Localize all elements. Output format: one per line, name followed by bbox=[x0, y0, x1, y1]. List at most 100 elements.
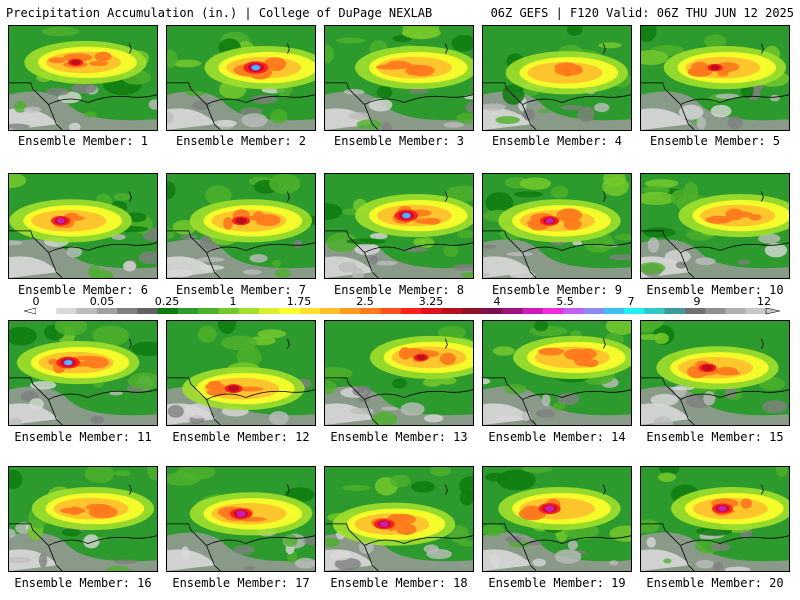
valid-time: 06Z GEFS | F120 Valid: 06Z THU JUN 12 20… bbox=[490, 6, 794, 20]
legend-swatch bbox=[705, 308, 726, 314]
ensemble-member-label: Ensemble Member: 6 bbox=[17, 283, 149, 297]
legend-swatch bbox=[177, 308, 199, 314]
ensemble-member-label: Ensemble Member: 12 bbox=[172, 430, 310, 444]
ensemble-member-label: Ensemble Member: 8 bbox=[333, 283, 465, 297]
legend-swatch bbox=[340, 308, 361, 314]
ensemble-member-map bbox=[482, 320, 632, 426]
ensemble-member-label: Ensemble Member: 4 bbox=[491, 134, 623, 148]
precip-field bbox=[483, 26, 631, 130]
ensemble-member-map bbox=[640, 173, 790, 279]
legend-tick-label: 2.5 bbox=[356, 295, 374, 308]
legend-tick-label: 3.25 bbox=[418, 295, 444, 308]
precip-field bbox=[325, 26, 473, 130]
ensemble-member-map bbox=[324, 466, 474, 572]
legend-swatch bbox=[56, 308, 77, 314]
precip-field bbox=[167, 26, 315, 130]
legend-tick-label: 0.25 bbox=[154, 295, 180, 308]
ensemble-member-label: Ensemble Member: 17 bbox=[172, 576, 310, 590]
ensemble-member-label: Ensemble Member: 3 bbox=[333, 134, 465, 148]
precip-field bbox=[9, 467, 157, 571]
ensemble-member-map bbox=[8, 25, 158, 131]
ensemble-member-label: Ensemble Member: 16 bbox=[14, 576, 152, 590]
ensemble-member-map bbox=[166, 173, 316, 279]
color-legend: 0 0.05 0.25 1 1.75 2.5 3.25 4 5.5 7 9 12 bbox=[0, 296, 800, 318]
ensemble-member-label: Ensemble Member: 7 bbox=[175, 283, 307, 297]
precip-field bbox=[9, 26, 157, 130]
ensemble-member-map bbox=[8, 466, 158, 572]
precip-field bbox=[325, 467, 473, 571]
ensemble-member-map bbox=[8, 320, 158, 426]
ensemble-member-label: Ensemble Member: 2 bbox=[175, 134, 307, 148]
ensemble-member-label: Ensemble Member: 13 bbox=[330, 430, 468, 444]
legend-tick-label: 5.5 bbox=[556, 295, 574, 308]
ensemble-member-label: Ensemble Member: 19 bbox=[488, 576, 626, 590]
legend-tick-label: 1 bbox=[229, 295, 237, 308]
ensemble-member-map bbox=[324, 320, 474, 426]
legend-swatch bbox=[319, 308, 341, 314]
precip-field bbox=[9, 174, 157, 278]
legend-tick-label: 0.05 bbox=[89, 295, 115, 308]
legend-swatch bbox=[238, 308, 260, 314]
legend-swatch bbox=[421, 308, 442, 314]
legend-swatch bbox=[583, 308, 605, 314]
ensemble-member-label: Ensemble Member: 5 bbox=[649, 134, 781, 148]
precip-field bbox=[483, 467, 631, 571]
legend-max-arrow bbox=[765, 307, 781, 315]
legend-swatch bbox=[198, 308, 219, 314]
ensemble-member-label: Ensemble Member: 11 bbox=[14, 430, 152, 444]
ensemble-member-label: Ensemble Member: 10 bbox=[646, 283, 784, 297]
legend-swatch bbox=[522, 308, 544, 314]
precip-field bbox=[167, 321, 315, 425]
precip-field bbox=[641, 174, 789, 278]
legend-min-arrow bbox=[23, 307, 37, 315]
legend-swatch bbox=[259, 308, 280, 314]
legend-swatch bbox=[563, 308, 584, 314]
ensemble-member-label: Ensemble Member: 14 bbox=[488, 430, 626, 444]
legend-swatch bbox=[461, 308, 483, 314]
legend-swatch bbox=[684, 308, 706, 314]
legend-swatch bbox=[380, 308, 402, 314]
ensemble-member-label: Ensemble Member: 18 bbox=[330, 576, 468, 590]
legend-tick-label: 12 bbox=[757, 295, 771, 308]
legend-swatch bbox=[401, 308, 422, 314]
ensemble-member-label: Ensemble Member: 9 bbox=[491, 283, 623, 297]
legend-tick-label: 9 bbox=[693, 295, 701, 308]
legend-swatch bbox=[279, 308, 301, 314]
legend-swatch bbox=[542, 308, 564, 314]
product-title: Precipitation Accumulation (in.) | Colle… bbox=[6, 6, 433, 20]
precip-field bbox=[167, 174, 315, 278]
legend-swatch bbox=[96, 308, 118, 314]
legend-swatch bbox=[664, 308, 686, 314]
legend-swatch bbox=[76, 308, 98, 314]
legend-colorbar bbox=[23, 307, 781, 315]
ensemble-member-map bbox=[482, 25, 632, 131]
legend-swatch bbox=[117, 308, 138, 314]
legend-tick-label: 1.75 bbox=[286, 295, 312, 308]
ensemble-member-label: Ensemble Member: 15 bbox=[646, 430, 784, 444]
legend-tick-label: 7 bbox=[627, 295, 635, 308]
precip-field bbox=[9, 321, 157, 425]
legend-swatch bbox=[360, 308, 382, 314]
ensemble-member-label: Ensemble Member: 20 bbox=[646, 576, 784, 590]
precip-field bbox=[325, 174, 473, 278]
legend-swatch bbox=[644, 308, 666, 314]
legend-tick-label: 4 bbox=[493, 295, 501, 308]
legend-swatch bbox=[137, 308, 159, 314]
ensemble-member-map bbox=[482, 173, 632, 279]
legend-swatch bbox=[603, 308, 625, 314]
legend-swatch bbox=[218, 308, 240, 314]
precip-field bbox=[641, 26, 789, 130]
legend-swatch bbox=[482, 308, 503, 314]
legend-swatch bbox=[441, 308, 463, 314]
legend-swatch bbox=[502, 308, 524, 314]
precip-field bbox=[167, 467, 315, 571]
ensemble-member-label: Ensemble Member: 1 bbox=[17, 134, 149, 148]
ensemble-member-map bbox=[640, 25, 790, 131]
legend-swatch bbox=[745, 308, 767, 314]
ensemble-member-map bbox=[166, 25, 316, 131]
precip-field bbox=[641, 467, 789, 571]
precip-field bbox=[483, 174, 631, 278]
ensemble-member-map bbox=[166, 320, 316, 426]
legend-swatch bbox=[36, 308, 57, 314]
legend-swatch bbox=[624, 308, 645, 314]
